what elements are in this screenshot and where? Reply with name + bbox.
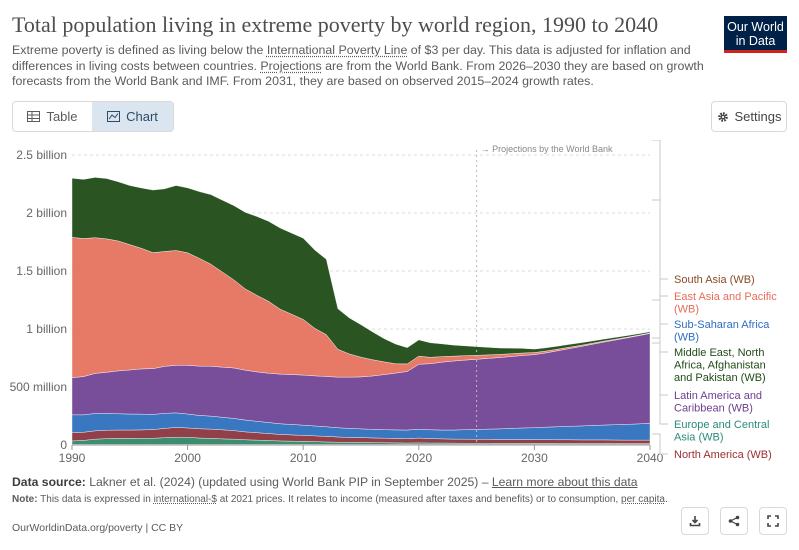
x-tick-label: 2010 xyxy=(290,451,317,465)
settings-button[interactable]: Settings xyxy=(711,101,787,132)
legend-label: Middle East, North xyxy=(674,347,764,359)
tab-table[interactable]: Table xyxy=(13,102,92,131)
download-button[interactable] xyxy=(681,507,709,535)
legend-connector xyxy=(659,140,668,425)
settings-label: Settings xyxy=(734,109,782,124)
tab-chart[interactable]: Chart xyxy=(92,102,173,131)
chart-title: Total population living in extreme pover… xyxy=(12,12,659,37)
legend-item[interactable]: South Asia (WB) xyxy=(652,274,755,344)
share-button[interactable] xyxy=(720,507,748,535)
tab-table-label: Table xyxy=(46,109,78,124)
x-tick-label: 2040 xyxy=(637,451,664,465)
x-tick-label: 2020 xyxy=(405,451,432,465)
fullscreen-button[interactable] xyxy=(759,507,787,535)
legend-label: (WB) xyxy=(674,304,699,316)
tab-chart-label: Chart xyxy=(126,109,158,124)
area-series-6[interactable] xyxy=(71,177,651,365)
table-icon xyxy=(27,111,41,122)
chart-area: → Projections by the World Bank 0 500 mil… xyxy=(10,140,777,465)
y-tick-label: 2.5 billion xyxy=(16,148,67,162)
x-tick-label: 2000 xyxy=(174,451,201,465)
y-tick-label: 1.5 billion xyxy=(16,264,67,278)
legend-label: (WB) xyxy=(674,332,699,344)
legend-connector xyxy=(652,433,668,455)
data-note: Note: This data is expressed in internat… xyxy=(12,494,668,505)
expand-icon xyxy=(767,515,779,527)
legend-label: Latin America and xyxy=(674,390,762,402)
legend-label: Africa, Afghanistan xyxy=(674,360,766,372)
legend-item[interactable]: East Asia and Pacific(WB) xyxy=(652,291,777,339)
download-icon xyxy=(689,516,701,527)
view-tabs: Table Chart xyxy=(12,101,174,132)
legend-label: South Asia (WB) xyxy=(674,274,755,286)
projection-label: → Projections by the World Bank xyxy=(481,144,613,154)
gear-icon xyxy=(717,111,728,122)
legend-item[interactable]: North America (WB) xyxy=(652,433,772,461)
learn-more-link[interactable]: Learn more about this data xyxy=(491,475,638,489)
y-tick-label: 1 billion xyxy=(26,322,67,336)
legend-label: Europe and Central xyxy=(674,419,769,431)
y-tick-label: 2 billion xyxy=(26,206,67,220)
x-tick-label: 2030 xyxy=(521,451,548,465)
owid-logo[interactable]: Our World in Data xyxy=(724,16,787,53)
poverty-line-link[interactable]: International Poverty Line xyxy=(266,43,408,57)
legend-label: Caribbean (WB) xyxy=(674,403,753,415)
legend-label: Asia (WB) xyxy=(674,432,724,444)
y-tick-label: 0 xyxy=(60,438,67,452)
legend-label: and Pakistan (WB) xyxy=(674,372,766,384)
legend-label: East Asia and Pacific xyxy=(674,291,777,303)
chart-icon xyxy=(107,111,121,122)
legend-label: North America (WB) xyxy=(674,449,772,461)
chart-subtitle: Extreme poverty is defined as living bel… xyxy=(12,43,704,89)
credit-line[interactable]: OurWorldinData.org/poverty | CC BY xyxy=(12,522,184,534)
share-icon xyxy=(728,515,740,527)
projections-link[interactable]: Projections xyxy=(260,58,322,73)
per-capita-link[interactable]: per capita xyxy=(621,494,665,505)
data-source: Data source: Lakner et al. (2024) (updat… xyxy=(12,475,638,489)
y-tick-label: 500 million xyxy=(10,380,67,394)
legend-item[interactable]: Sub-Saharan Africa(WB) xyxy=(652,299,770,344)
international-dollar-link[interactable]: international-$ xyxy=(153,494,217,505)
x-tick-label: 1990 xyxy=(59,451,86,465)
legend-label: Sub-Saharan Africa xyxy=(674,319,770,331)
